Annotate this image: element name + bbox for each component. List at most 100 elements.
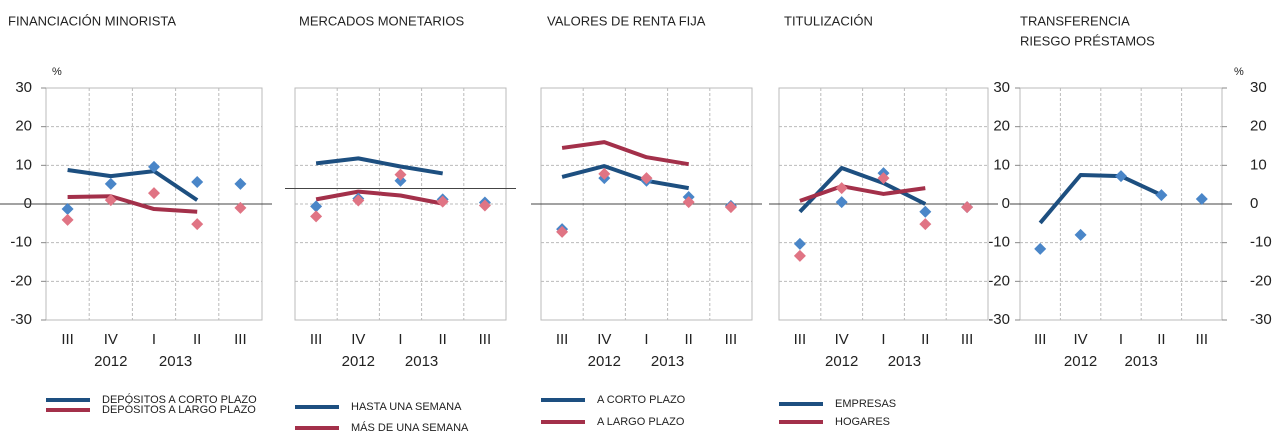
diamond-marker [478,199,491,212]
legend-label: EMPRESAS [835,398,896,410]
x-tick-label: I [398,331,402,348]
series-line [561,164,690,191]
diamond-marker [877,172,890,185]
panel-title: TITULIZACIÓN [784,13,873,28]
year-label: 2013 [159,353,192,370]
y-tick-label-right: 10 [1250,156,1267,173]
series-line [1038,173,1163,225]
y-tick-label-right: -10 [1250,234,1272,251]
panel-title: VALORES DE RENTA FIJA [547,13,706,28]
diamond-marker [1155,189,1168,202]
diamond-marker [310,200,323,213]
y-tick-label-right: 20 [1250,118,1267,135]
year-label: 2013 [888,353,921,370]
diamond-marker [191,218,204,231]
y-tick-label: 20 [993,118,1010,135]
year-label: 2013 [405,353,438,370]
year-label: 2012 [588,353,621,370]
diamond-marker [104,194,117,207]
diamond-marker [1195,192,1208,205]
legend-label: A LARGO PLAZO [597,416,685,428]
diamond-marker [598,167,611,180]
diamond-marker [61,203,74,216]
x-tick-label: I [1119,331,1123,348]
legend-label: HASTA UNA SEMANA [351,401,462,413]
year-label: 2012 [1064,353,1097,370]
x-tick-label: I [644,331,648,348]
diamond-marker [1034,242,1047,255]
x-tick-label: III [794,331,807,348]
diamond-marker [191,175,204,188]
x-tick-label: IV [597,331,611,348]
panel-title: MERCADOS MONETARIOS [299,13,464,28]
diamond-marker [394,174,407,187]
y-tick-label: 10 [15,156,32,173]
y-tick-label: -30 [10,311,32,328]
diamond-marker [234,201,247,214]
y-tick-label: 0 [1002,195,1010,212]
x-tick-label: II [921,331,929,348]
x-tick-label: II [193,331,201,348]
panel-title: RIESGO PRÉSTAMOS [1020,33,1155,48]
x-tick-label: III [961,331,974,348]
diamond-marker [835,182,848,195]
x-tick-label: III [725,331,738,348]
series-line [67,167,199,202]
unit: % [52,66,62,78]
series-line [561,140,690,167]
y-tick-label-right: 0 [1250,195,1258,212]
x-tick-label: II [685,331,693,348]
diamond-marker [1074,228,1087,241]
series-line [315,189,444,206]
series-line [315,156,444,176]
diamond-marker [148,160,160,173]
legend-label: DEPÓSITOS A LARGO PLAZO [102,403,256,416]
y-tick-label: 10 [993,156,1010,173]
year-label: 2012 [825,353,858,370]
x-tick-label: II [439,331,447,348]
y-tick-label: 20 [15,118,32,135]
x-tick-label: IV [1074,331,1088,348]
y-tick-label: 30 [15,79,32,96]
y-tick-label: 30 [993,79,1010,96]
series-line [67,194,198,214]
diamond-marker [682,196,695,209]
x-tick-label: IV [104,331,118,348]
year-label: 2013 [651,353,684,370]
x-tick-label: III [234,331,247,348]
y-tick-label: -10 [10,234,32,251]
diamond-marker [1115,170,1127,183]
diamond-marker [793,249,806,262]
y-tick-label: 0 [24,195,32,212]
series-line [799,184,926,203]
x-tick-label: III [1034,331,1047,348]
diamond-marker [234,177,247,190]
y-tick-label-right: 30 [1250,79,1267,96]
x-tick-label: III [1196,331,1209,348]
diamond-marker [556,225,569,238]
x-tick-label: III [310,331,323,348]
y-tick-label: -20 [988,272,1010,289]
diamond-marker [61,213,74,226]
panel-title: FINANCIACIÓN MINORISTA [8,13,176,28]
x-tick-label: III [556,331,569,348]
year-label: 2012 [94,353,127,370]
unit: % [1234,66,1244,78]
y-tick-label: -30 [988,311,1010,328]
year-label: 2013 [1125,353,1158,370]
diamond-marker [148,187,160,200]
diamond-marker [793,237,806,250]
diamond-marker [724,201,737,214]
year-label: 2012 [342,353,375,370]
diamond-marker [352,194,365,207]
diamond-marker [104,177,117,190]
y-tick-label-right: -20 [1250,272,1272,289]
x-tick-label: II [1157,331,1165,348]
legend-label: DEPÓSITOS A CORTO PLAZO [102,393,257,406]
panel-title: TRANSFERENCIA [1020,13,1130,28]
x-tick-label: I [152,331,156,348]
diamond-marker [394,168,407,181]
diamond-marker [835,196,848,209]
x-tick-label: III [61,331,74,348]
